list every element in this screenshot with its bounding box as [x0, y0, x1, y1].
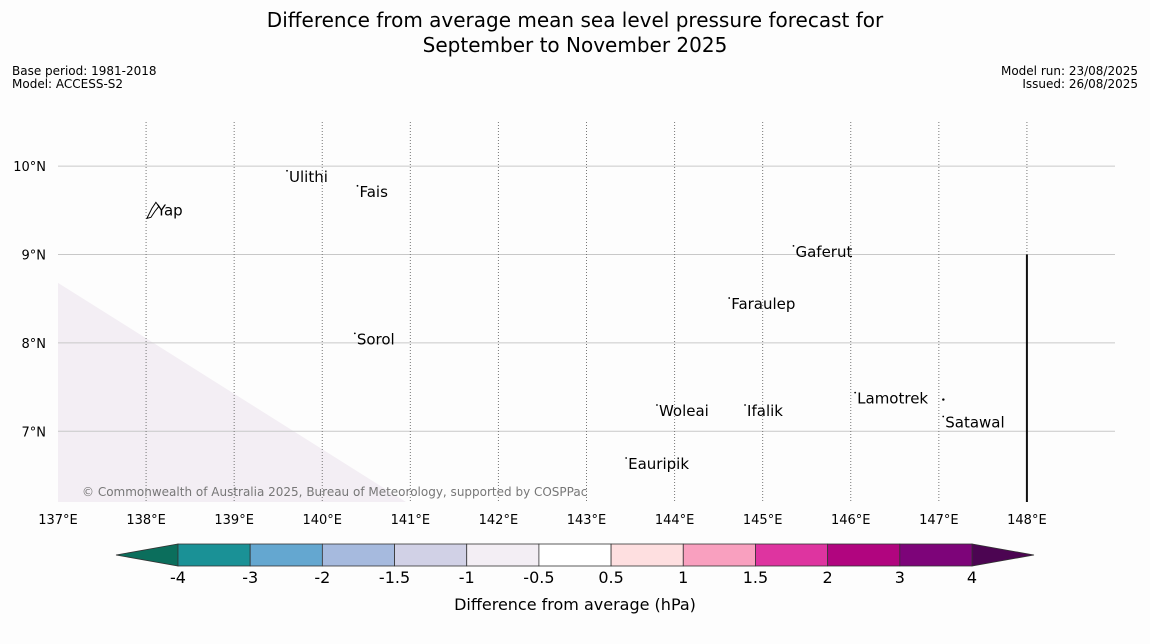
anomaly-region [58, 282, 406, 502]
colorbar-tick-label: -2 [314, 568, 330, 587]
place-label: Ifalik [747, 402, 783, 420]
place-label: Lamotrek [857, 390, 928, 408]
lon-tick-label: 141°E [391, 513, 431, 528]
colorbar-tick-label: 1.5 [743, 568, 768, 587]
place-label: Ulithi [289, 168, 328, 186]
colorbar-segment [394, 543, 468, 567]
place-label: Yap [156, 201, 183, 219]
lat-tick-label: 7°N [22, 425, 47, 440]
island-marker [625, 457, 628, 459]
colorbar-tick-label: 1 [678, 568, 688, 587]
colorbar-segment [538, 543, 612, 567]
place-label: Satawal [945, 413, 1004, 431]
lon-tick-label: 138°E [126, 513, 166, 528]
colorbar-segment [610, 543, 684, 567]
title-line-1: Difference from average mean sea level p… [266, 8, 884, 32]
lon-tick-label: 143°E [567, 513, 607, 528]
colorbar-label: Difference from average (hPa) [454, 595, 696, 614]
colorbar-tick-label: 2 [823, 568, 833, 587]
place-label: Sorol [357, 330, 395, 348]
lon-tick-label: 139°E [214, 513, 254, 528]
lon-tick-label: 140°E [302, 513, 342, 528]
issued-date: Issued: 26/08/2025 [1022, 77, 1138, 91]
lon-tick-label: 145°E [743, 513, 783, 528]
island-shape [145, 201, 160, 220]
colorbar-tick-label: -1.5 [379, 568, 410, 587]
colorbar-segment [899, 543, 973, 567]
colorbar: -4 -3 -2 -1.5 -1 -0.5 0.5 1 1.5 2 3 4 Difference fro… [115, 543, 1035, 614]
island-marker [942, 415, 945, 418]
meta-left: Base period: 1981-2018 Model: ACCESS-S2 [12, 65, 157, 91]
lon-tick-label: 144°E [655, 513, 695, 528]
chart-title: Difference from average mean sea level p… [0, 8, 1150, 58]
place-label: Woleai [659, 402, 709, 420]
base-period: Base period: 1981-2018 [12, 64, 157, 78]
colorbar-tick-label: -1 [459, 568, 475, 587]
lon-tick-label: 147°E [919, 513, 959, 528]
island-marker [656, 404, 658, 406]
colorbar-segment [177, 543, 251, 567]
meta-right: Model run: 23/08/2025 Issued: 26/08/2025 [1001, 65, 1138, 91]
colorbar-tick-label: -3 [242, 568, 258, 587]
copyright-text: © Commonwealth of Australia 2025, Bureau… [82, 485, 587, 499]
colorbar-segment [827, 543, 901, 567]
colorbar-extend-low [115, 543, 179, 567]
island-marker [353, 332, 356, 335]
lat-tick-label: 9°N [22, 249, 47, 264]
colorbar-segment [755, 543, 829, 567]
colorbar-tick-label: 3 [895, 568, 905, 587]
place-label: Fais [359, 183, 388, 201]
colorbar-extend-high [971, 543, 1035, 567]
island-marker [744, 404, 746, 406]
colorbar-segment [249, 543, 323, 567]
place-label: Gaferut [795, 243, 852, 261]
island-marker [286, 169, 288, 172]
lon-tick-label: 142°E [479, 513, 519, 528]
model-name: Model: ACCESS-S2 [12, 77, 124, 91]
colorbar-tick-label: 4 [967, 568, 977, 587]
island-marker [854, 391, 857, 394]
lat-tick-label: 10°N [13, 160, 46, 175]
colorbar-segment [466, 543, 540, 567]
lon-tick-label: 137°E [38, 513, 78, 528]
colorbar-tick-label: -4 [170, 568, 186, 587]
island-marker [728, 297, 731, 299]
place-label: Eauripik [628, 455, 689, 473]
model-run: Model run: 23/08/2025 [1000, 64, 1138, 78]
place-label: Faraulep [731, 295, 795, 313]
colorbar-tick-label: 0.5 [598, 568, 623, 587]
title-line-2: September to November 2025 [422, 33, 728, 57]
lat-tick-label: 8°N [22, 337, 47, 352]
island-marker [792, 245, 795, 247]
colorbar-tick-label: -0.5 [523, 568, 554, 587]
colorbar-segment [682, 543, 756, 567]
colorbar-segment [321, 543, 395, 567]
island-marker [356, 184, 359, 187]
island-marker [942, 398, 945, 401]
lon-tick-label: 146°E [831, 513, 871, 528]
lon-tick-label: 148°E [1007, 513, 1047, 528]
map-area: 10°N 9°N 8°N 7°N 137°E 138°E 139°E 140°E 141°E 14… [13, 122, 1115, 528]
